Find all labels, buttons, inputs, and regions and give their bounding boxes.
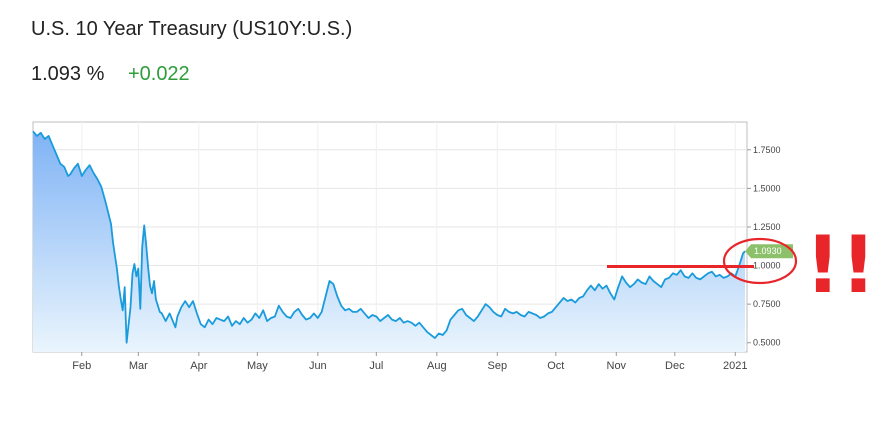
y-tick-label: 1.7500 bbox=[753, 145, 781, 155]
last-value-flag-shape bbox=[745, 244, 794, 259]
x-tick-label: Oct bbox=[547, 360, 564, 372]
last-value-label: 1.0930 bbox=[754, 246, 782, 256]
x-tick-label: Jun bbox=[309, 360, 327, 372]
x-tick-label: Nov bbox=[607, 360, 627, 372]
exclamation-marks: !! bbox=[805, 221, 876, 311]
y-tick-label: 1.0000 bbox=[753, 261, 781, 271]
x-axis: Feb Mar Apr May Jun Jul Aug Sep Oct Nov Dec 2021 bbox=[72, 352, 748, 372]
x-tick-label: Jul bbox=[369, 360, 383, 372]
y-tick-label: 1.5000 bbox=[753, 183, 781, 193]
y-tick-label: 1.2500 bbox=[753, 222, 781, 232]
highlight-circle bbox=[722, 237, 798, 285]
series-line bbox=[32, 130, 746, 344]
x-tick-label: Sep bbox=[488, 360, 508, 372]
x-tick-label: 2021 bbox=[723, 360, 747, 372]
y-tick-label: 0.7500 bbox=[753, 299, 781, 309]
x-tick-label: Aug bbox=[427, 360, 447, 372]
x-tick-label: Dec bbox=[665, 360, 685, 372]
x-tick-label: Feb bbox=[72, 360, 91, 372]
x-tick-label: Mar bbox=[129, 360, 148, 372]
quote-row: 1.093 % +0.022 bbox=[31, 63, 190, 86]
price-change: +0.022 bbox=[127, 63, 190, 85]
x-tick-label: May bbox=[247, 360, 268, 372]
y-tick-label: 0.5000 bbox=[753, 338, 781, 348]
x-tick-label: Apr bbox=[190, 360, 207, 372]
series-area bbox=[33, 131, 745, 352]
price-value: 1.093 % bbox=[31, 63, 105, 85]
page-title: U.S. 10 Year Treasury (US10Y:U.S.) bbox=[31, 18, 353, 40]
last-value-flag: 1.0930 bbox=[745, 244, 794, 259]
